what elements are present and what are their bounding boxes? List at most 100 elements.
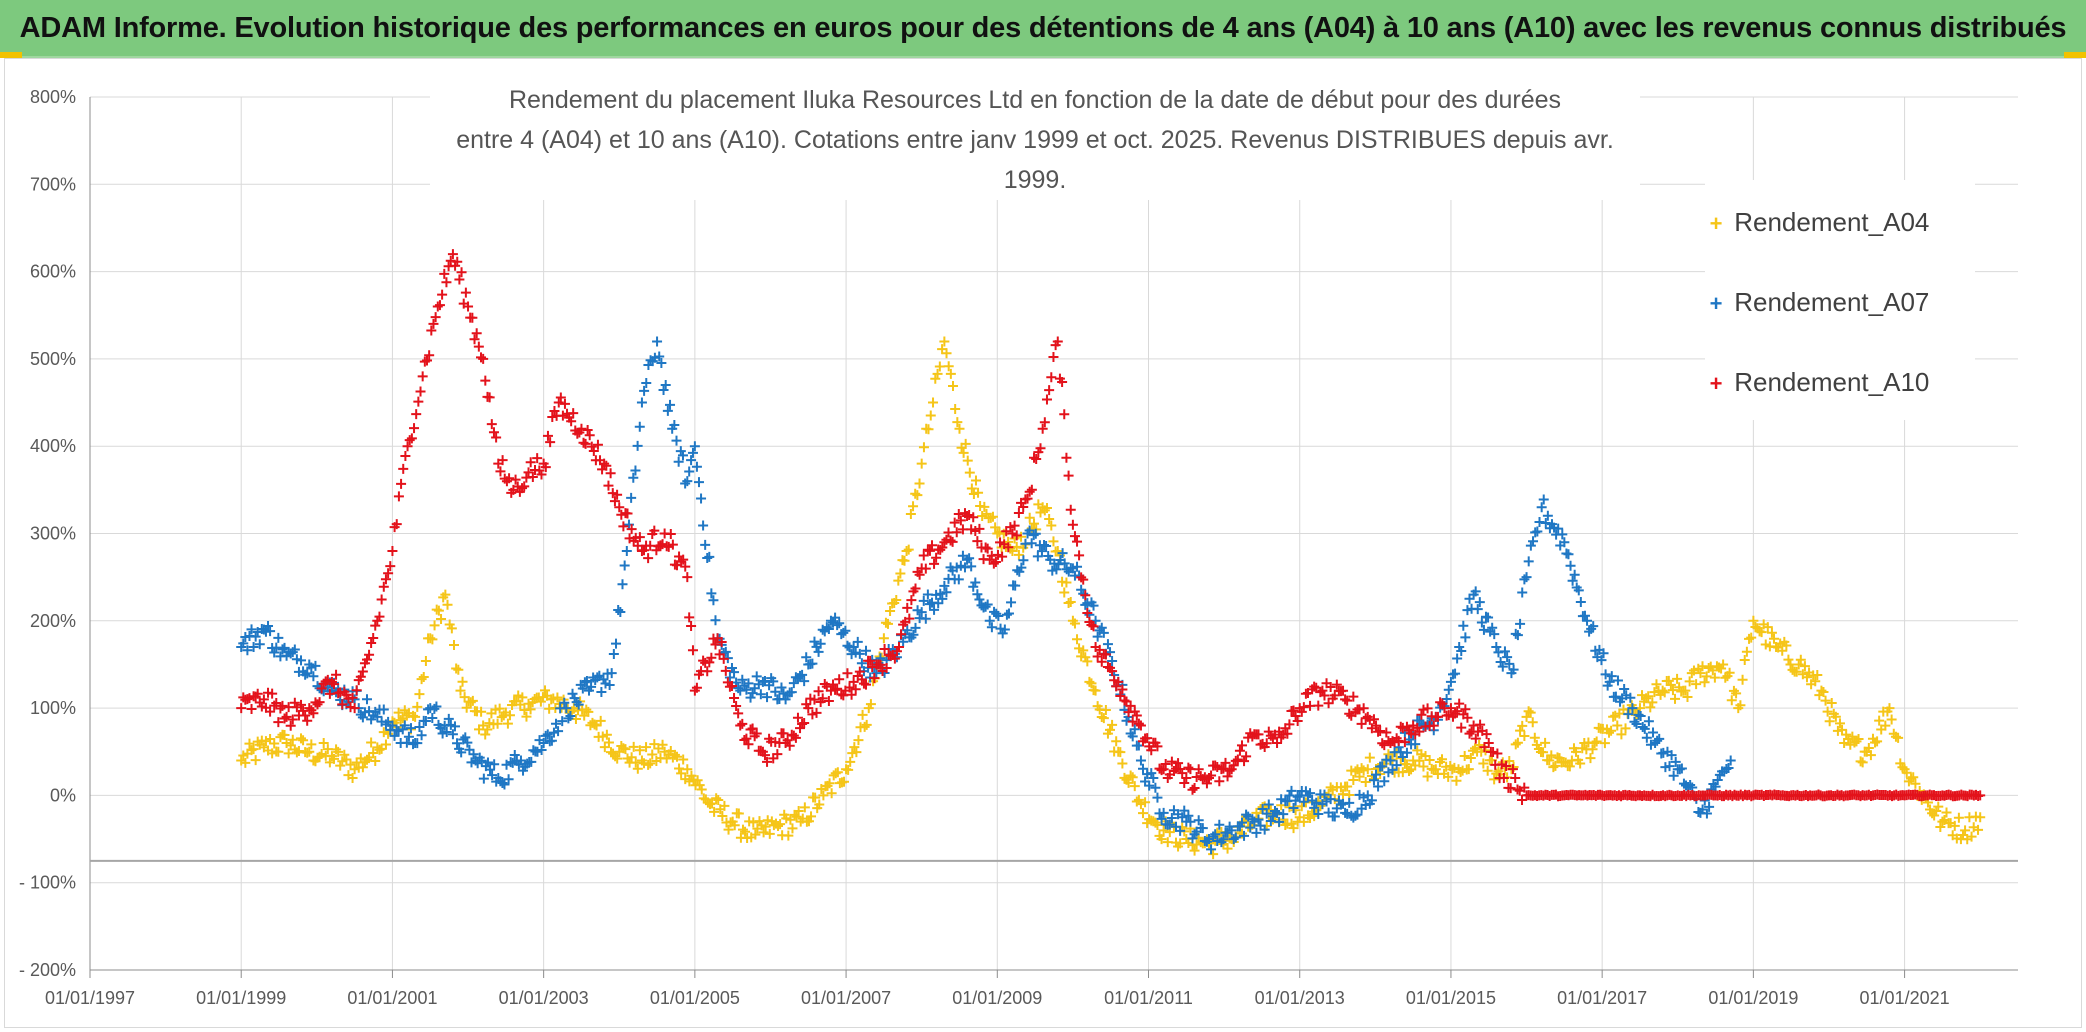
data-point xyxy=(1492,748,1503,759)
legend-marker-a07: + xyxy=(1709,291,1723,316)
data-point xyxy=(1791,666,1802,677)
data-point xyxy=(1009,520,1020,531)
data-point xyxy=(693,477,704,488)
data-point xyxy=(1704,801,1715,812)
data-point xyxy=(1383,749,1394,760)
data-point xyxy=(1239,830,1250,841)
data-point xyxy=(403,731,414,742)
data-point xyxy=(1146,745,1157,756)
data-point xyxy=(445,255,456,266)
data-point xyxy=(254,639,265,650)
data-point xyxy=(1173,758,1184,769)
data-point xyxy=(1393,735,1404,746)
corner-accent-left xyxy=(0,52,22,58)
data-point xyxy=(854,648,865,659)
data-point xyxy=(546,735,557,746)
data-point xyxy=(400,450,411,461)
data-point xyxy=(1619,684,1630,695)
data-point xyxy=(300,710,311,721)
data-point xyxy=(809,636,820,647)
data-point xyxy=(968,512,979,523)
data-point xyxy=(293,746,304,757)
y-tick-label: 700% xyxy=(30,174,76,194)
data-point xyxy=(680,478,691,489)
data-point xyxy=(519,481,530,492)
data-point xyxy=(979,501,990,512)
data-point xyxy=(1146,768,1157,779)
data-point xyxy=(448,639,459,650)
data-point xyxy=(778,728,789,739)
data-point xyxy=(1342,781,1353,792)
data-point xyxy=(1495,656,1506,667)
data-point xyxy=(1127,716,1138,727)
data-point xyxy=(1672,673,1683,684)
data-point xyxy=(476,352,487,363)
data-point xyxy=(815,638,826,649)
data-point xyxy=(504,710,515,721)
data-point xyxy=(1460,632,1471,643)
data-point xyxy=(429,703,440,714)
data-point xyxy=(853,735,864,746)
data-point xyxy=(281,711,292,722)
data-point xyxy=(1664,761,1675,772)
data-point xyxy=(1148,773,1159,784)
data-point xyxy=(416,674,427,685)
data-point xyxy=(839,776,850,787)
legend-marker-a10: + xyxy=(1709,371,1723,396)
data-point xyxy=(487,770,498,781)
data-point xyxy=(1029,452,1040,463)
data-point xyxy=(1259,824,1270,835)
data-point xyxy=(588,446,599,457)
data-point xyxy=(1035,443,1046,454)
chart-title: Rendement du placement Iluka Resources L… xyxy=(430,80,1640,200)
data-point xyxy=(729,667,740,678)
data-point xyxy=(845,756,856,767)
data-point xyxy=(740,826,751,837)
chart-title-line-2: entre 4 (A04) et 10 ans (A10). Cotations… xyxy=(456,126,1614,194)
data-point xyxy=(603,737,614,748)
data-point xyxy=(1608,711,1619,722)
data-point xyxy=(1127,731,1138,742)
data-point xyxy=(420,656,431,667)
data-point xyxy=(552,692,563,703)
data-point xyxy=(385,561,396,572)
data-point xyxy=(1890,731,1901,742)
data-point xyxy=(1067,519,1078,530)
data-point xyxy=(437,289,448,300)
data-point xyxy=(1022,493,1033,504)
data-point xyxy=(1100,704,1111,715)
data-point xyxy=(1826,697,1837,708)
data-point xyxy=(453,664,464,675)
data-point xyxy=(834,674,845,685)
y-tick-label: 100% xyxy=(30,698,76,718)
data-point xyxy=(953,574,964,585)
data-point xyxy=(1657,685,1668,696)
data-point xyxy=(945,368,956,379)
data-point xyxy=(417,371,428,382)
data-point xyxy=(1284,790,1295,801)
data-point xyxy=(987,511,998,522)
data-point xyxy=(240,757,251,768)
data-point xyxy=(549,405,560,416)
data-point xyxy=(1953,812,1964,823)
data-point xyxy=(246,745,257,756)
data-point xyxy=(1001,609,1012,620)
data-point xyxy=(1057,548,1068,559)
data-point xyxy=(1501,760,1512,771)
data-point xyxy=(1739,655,1750,666)
data-point xyxy=(1061,577,1072,588)
data-point xyxy=(1437,754,1448,765)
data-point xyxy=(879,668,890,679)
data-point xyxy=(1519,574,1530,585)
data-point xyxy=(814,799,825,810)
data-point xyxy=(741,684,752,695)
data-point xyxy=(1746,632,1757,643)
data-point xyxy=(1401,747,1412,758)
data-point xyxy=(1610,691,1621,702)
data-point xyxy=(1793,659,1804,670)
data-point xyxy=(1812,670,1823,681)
data-point xyxy=(1181,772,1192,783)
data-point xyxy=(710,615,721,626)
data-point xyxy=(494,703,505,714)
data-point xyxy=(1107,719,1118,730)
